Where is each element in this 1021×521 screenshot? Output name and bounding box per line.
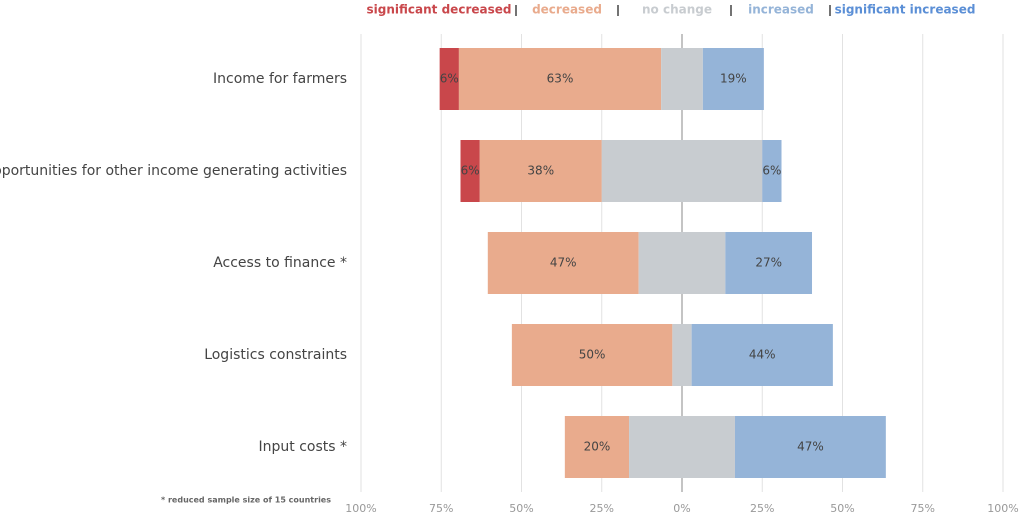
data-label: 6%	[461, 164, 480, 178]
category-label: Access to finance *	[213, 255, 347, 271]
category-label: Income for farmers	[213, 71, 347, 87]
bar-segment	[511, 324, 673, 386]
data-label: 47%	[550, 256, 577, 270]
x-tick-label: 100%	[345, 502, 376, 515]
data-label: 27%	[755, 256, 782, 270]
legend-label: no change	[642, 3, 712, 17]
bar-segment	[725, 232, 813, 294]
legend-label: decreased	[532, 3, 602, 17]
bar-segment	[702, 48, 764, 110]
x-tick-label: 50%	[509, 502, 533, 515]
data-label: 6%	[440, 72, 459, 86]
data-label: 47%	[797, 440, 824, 454]
data-label: 6%	[762, 164, 781, 178]
x-tick-label: 25%	[590, 502, 614, 515]
category-label: Logistics constraints	[204, 347, 347, 363]
legend-label: significant decreased	[367, 3, 512, 17]
x-tick-label: 75%	[429, 502, 453, 515]
bar-segment	[564, 416, 630, 478]
x-tick-label: 0%	[673, 502, 690, 515]
data-label: 63%	[547, 72, 574, 86]
bar-segment	[458, 48, 662, 110]
bar-segment	[762, 140, 782, 202]
data-label: 20%	[584, 440, 611, 454]
legend-label: significant increased	[835, 3, 976, 17]
category-label: Input costs *	[259, 439, 348, 455]
footnote: * reduced sample size of 15 countries	[161, 496, 331, 505]
x-tick-label: 25%	[750, 502, 774, 515]
bar-segment	[479, 140, 602, 202]
x-tick-label: 50%	[830, 502, 854, 515]
data-label: 19%	[720, 72, 747, 86]
bar-segment	[672, 324, 692, 386]
bar-segment	[487, 232, 639, 294]
x-tick-label: 100%	[987, 502, 1018, 515]
bar-segment	[629, 416, 735, 478]
bar-segment	[439, 48, 459, 110]
data-label: 44%	[749, 348, 776, 362]
bar-segment	[691, 324, 833, 386]
bar-segment	[638, 232, 726, 294]
x-tick-label: 75%	[911, 502, 935, 515]
bar-segment	[460, 140, 480, 202]
category-label: Opportunities for other income generatin…	[0, 163, 347, 179]
bar-segment	[734, 416, 886, 478]
bar-segment	[601, 140, 763, 202]
bar-segment	[661, 48, 703, 110]
legend-label: increased	[748, 3, 814, 17]
data-label: 38%	[527, 164, 554, 178]
data-label: 50%	[579, 348, 606, 362]
